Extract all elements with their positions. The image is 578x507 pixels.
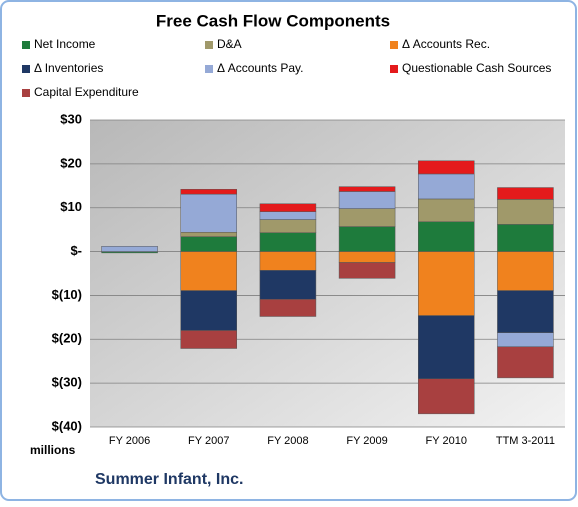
x-tick-label: FY 2007	[188, 435, 229, 447]
y-tick-label: $(10)	[52, 287, 82, 302]
bar-segment	[259, 219, 317, 233]
bar-segment	[338, 208, 396, 227]
bar-segment	[418, 221, 475, 252]
x-tick-label: FY 2006	[109, 435, 150, 447]
y-axis-label: millions	[30, 443, 76, 457]
bar-segment	[338, 226, 396, 252]
y-tick-label: $(30)	[52, 375, 82, 390]
bar-segment	[497, 346, 554, 379]
legend-label: Questionable Cash Sources	[402, 61, 551, 75]
bar-segment	[259, 251, 317, 271]
x-tick-label: FY 2010	[426, 435, 467, 447]
bar-segment	[180, 193, 237, 233]
legend-swatch	[205, 41, 213, 49]
legend-swatch	[22, 41, 30, 49]
bar-segment	[180, 251, 237, 291]
bar-segment	[338, 186, 396, 192]
bar-segment	[338, 191, 396, 209]
bar-segment	[497, 224, 554, 252]
legend-swatch	[390, 41, 398, 49]
bar-segment	[180, 236, 237, 252]
legend-label: Δ Inventories	[34, 61, 103, 75]
bar-segment	[418, 160, 475, 175]
bar-segment	[418, 173, 475, 200]
plot-area	[90, 120, 565, 427]
bar-segment	[497, 332, 554, 347]
y-tick-label: $(40)	[52, 418, 82, 433]
bar-segment	[259, 232, 317, 252]
bar-segment	[497, 290, 554, 333]
y-tick-label: $(20)	[52, 331, 82, 346]
legend-swatch	[390, 65, 398, 73]
bar-segment	[418, 315, 475, 380]
bar-segment	[180, 330, 237, 349]
bar-segment	[180, 232, 237, 237]
y-tick-label: $10	[60, 199, 82, 214]
y-tick-label: $30	[60, 111, 82, 126]
bar-segment	[180, 189, 237, 195]
bar-segment	[259, 211, 317, 220]
legend-label: Δ Accounts Rec.	[402, 37, 490, 51]
bar-segment	[259, 299, 317, 317]
legend-swatch	[205, 65, 213, 73]
bar-segment	[338, 251, 396, 263]
x-tick-label: FY 2008	[267, 435, 308, 447]
chart-title: Free Cash Flow Components	[156, 11, 390, 30]
x-tick-label: TTM 3-2011	[496, 435, 555, 447]
y-tick-label: $20	[60, 155, 82, 170]
legend-swatch	[22, 89, 30, 97]
footer: Summer Infant, Inc.	[95, 471, 243, 488]
bar-segment	[497, 251, 554, 291]
bar-segment	[497, 187, 554, 200]
bar-segment	[418, 198, 475, 222]
bar-segment	[338, 262, 396, 279]
bar-segment	[101, 246, 158, 252]
bar-segment	[180, 290, 237, 331]
legend-label: Capital Expenditure	[34, 85, 139, 99]
legend-label: D&A	[217, 37, 242, 51]
legend-label: Net Income	[34, 37, 96, 51]
y-tick-label: $-	[70, 243, 82, 258]
bar-segment	[497, 199, 554, 225]
bar-segment	[418, 251, 475, 316]
legend-swatch	[22, 65, 30, 73]
legend-label: Δ Accounts Pay.	[217, 61, 304, 75]
bar-segment	[259, 203, 317, 212]
x-tick-label: FY 2009	[346, 435, 387, 447]
bar-segment	[418, 378, 475, 415]
bar-segment	[259, 270, 317, 300]
